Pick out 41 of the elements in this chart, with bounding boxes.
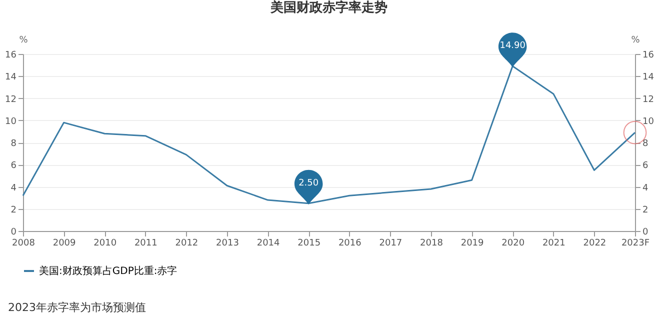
y2-tick-label: 14 [642, 72, 654, 83]
y2-tick-label: 2 [642, 205, 648, 216]
y-tick-label: 2 [10, 205, 16, 216]
annotation: 2.50 [298, 178, 319, 188]
x-tick-label: 2014 [256, 238, 280, 248]
x-tick-label: 2013 [216, 238, 239, 248]
x-tick-label: 2021 [542, 238, 566, 248]
x-tick-label: 2012 [175, 238, 198, 248]
chart-title: 美国财政赤字率走势 [270, 0, 388, 16]
y-tick-label: 12 [5, 94, 16, 105]
y2-tick-label: 4 [642, 183, 648, 194]
x-tick-label: 2009 [52, 238, 76, 248]
x-tick-label: 2016 [338, 238, 362, 248]
x-tick-label: 2023F [621, 238, 650, 248]
y-tick-label: 0 [10, 228, 17, 238]
y-tick-label: 4 [10, 183, 17, 194]
y-axis-title: % [19, 36, 28, 46]
y2-tick-label: 10 [642, 116, 654, 127]
x-tick-label: 2008 [12, 238, 36, 248]
x-tick-label: 2020 [502, 238, 525, 248]
x-tick-label: 2015 [298, 238, 321, 248]
x-tick-label: 2017 [379, 238, 402, 248]
legend-label: 美国:财政预算占GDP比重:赤字 [39, 265, 178, 277]
x-tick-label: 2018 [420, 238, 444, 248]
text: 2023年赤字率为市场预测值 [8, 300, 146, 315]
y2-tick-label: 8 [642, 139, 648, 149]
x-tick-label: 2011 [134, 238, 158, 248]
y-tick-label: 10 [5, 116, 17, 127]
y-tick-label: 8 [10, 139, 17, 149]
y2-axis-title: % [631, 36, 640, 46]
y-tick-label: 6 [10, 161, 17, 172]
annotation: 14.90 [500, 41, 526, 52]
x-tick-label: 2022 [583, 238, 606, 248]
x-tick-label: 2019 [460, 238, 484, 248]
y2-tick-label: 0 [642, 228, 648, 238]
y2-tick-label: 16 [642, 50, 654, 60]
y2-tick-label: 12 [642, 94, 654, 105]
y-tick-label: 16 [5, 50, 17, 60]
y-tick-label: 14 [5, 72, 17, 83]
y2-tick-label: 6 [642, 161, 648, 172]
x-tick-label: 2010 [94, 238, 117, 248]
